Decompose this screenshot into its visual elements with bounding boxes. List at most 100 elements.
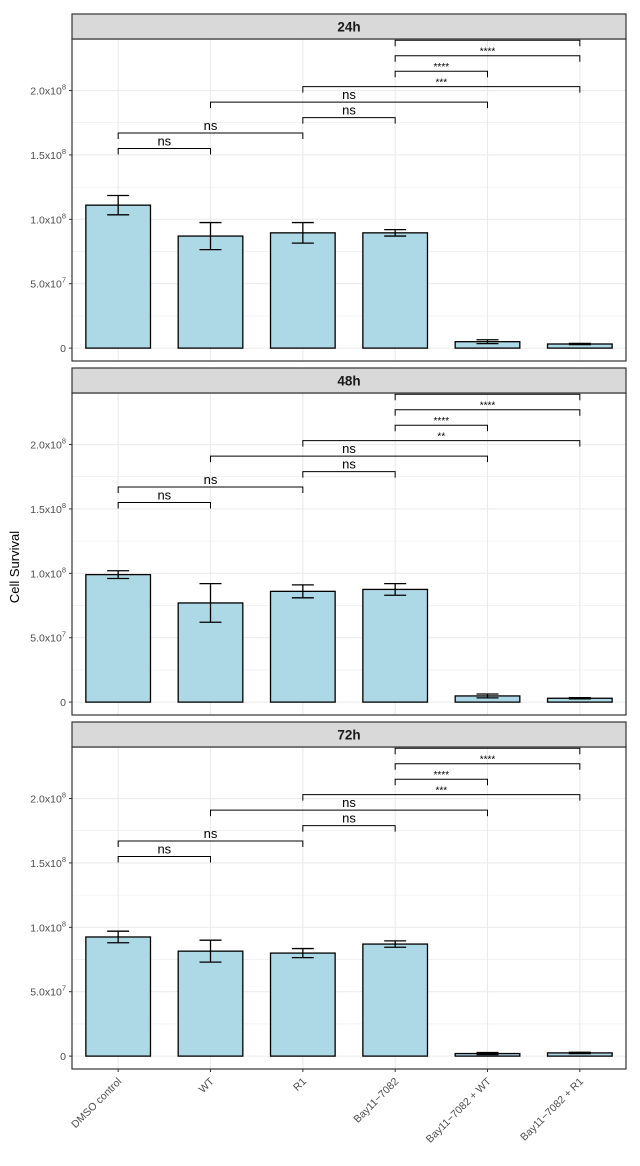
- significance-bracket: ns: [117, 133, 211, 155]
- bar-Bay11−7082: [362, 588, 429, 703]
- significance-label: ***: [435, 786, 447, 797]
- bar-WT: [177, 950, 244, 1057]
- x-tick-label: DMSO control: [69, 1076, 124, 1131]
- bar-DMSO control: [85, 573, 152, 703]
- significance-bracket: ****: [394, 401, 581, 416]
- y-tick-label: 2.0x108: [30, 83, 66, 98]
- significance-label: ns: [342, 457, 356, 472]
- bracket-line: [302, 794, 581, 801]
- bracket-line: [210, 809, 488, 817]
- facet-panel-48h: 05.0x1071.0x1081.5x1082.0x108nsnsnsns***…: [30, 367, 627, 716]
- significance-bracket: ****: [394, 62, 488, 78]
- bracket-line: [302, 471, 396, 478]
- significance-bracket: ns: [117, 472, 304, 494]
- y-tick-label: 5.0x107: [30, 630, 66, 645]
- y-tick-label: 1.0x108: [30, 211, 66, 226]
- x-tick-label: R1: [291, 1076, 309, 1094]
- plot-background: [72, 393, 626, 715]
- significance-label: ns: [204, 472, 218, 487]
- error-bar-Bay11−7082: [384, 582, 407, 596]
- bar-DMSO control: [85, 204, 152, 349]
- error-bar-Bay11−7082 + R1: [568, 1051, 591, 1055]
- significance-bracket: ***: [302, 786, 581, 801]
- significance-label: ***: [435, 78, 447, 89]
- significance-label: ns: [204, 826, 218, 841]
- bar-WT: [177, 235, 244, 349]
- bracket-line: [394, 393, 581, 401]
- x-tick-label: Bay11−7082 + WT: [424, 1075, 494, 1145]
- error-bar-Bay11−7082 + WT: [476, 693, 499, 699]
- facet-strip-label: 72h: [337, 728, 360, 743]
- facet-strip-label: 48h: [337, 374, 360, 389]
- significance-bracket: ns: [117, 487, 211, 509]
- error-bar-Bay11−7082: [384, 940, 407, 948]
- bracket-line: [394, 763, 581, 770]
- significance-bracket: ****: [394, 770, 488, 786]
- bracket-line: [302, 117, 396, 124]
- significance-bracket: ****: [394, 416, 488, 432]
- significance-label: ns: [204, 118, 218, 133]
- error-bar-WT: [199, 582, 222, 623]
- significance-bracket: ns: [117, 826, 304, 848]
- significance-label: ns: [342, 103, 356, 118]
- error-bar-Bay11−7082 + WT: [476, 1051, 499, 1056]
- significance-label: ****: [480, 755, 496, 766]
- error-bar-DMSO control: [107, 930, 130, 944]
- error-bar-R1: [291, 947, 314, 959]
- facet-panel-24h: 05.0x1071.0x1081.5x1082.0x108nsnsnsns***…: [30, 13, 627, 362]
- significance-label: ns: [157, 841, 171, 856]
- significance-label: ns: [342, 441, 356, 456]
- x-tick-label: Bay11−7082 + R1: [518, 1076, 586, 1144]
- x-tick-label: WT: [197, 1075, 217, 1095]
- significance-bracket: ****: [394, 47, 581, 62]
- y-tick-label: 1.5x108: [30, 501, 66, 516]
- significance-label: ****: [434, 770, 450, 781]
- significance-bracket: ns: [302, 103, 396, 124]
- significance-label: **: [437, 432, 445, 443]
- facet-strip: [71, 13, 627, 40]
- error-bar-Bay11−7082 + WT: [476, 339, 499, 345]
- facet-strip-label: 24h: [337, 20, 360, 35]
- y-tick-label: 0: [60, 343, 66, 355]
- significance-bracket: ns: [117, 841, 211, 863]
- bracket-line: [302, 440, 581, 447]
- significance-bracket: ****: [394, 755, 581, 770]
- bracket-line: [117, 855, 211, 863]
- significance-label: ns: [342, 795, 356, 810]
- significance-bracket: ns: [302, 457, 396, 478]
- y-tick-label: 2.0x108: [30, 791, 66, 806]
- significance-bracket: ns: [302, 811, 396, 832]
- bracket-line: [117, 840, 304, 848]
- y-tick-label: 0: [60, 697, 66, 709]
- plot-background: [72, 39, 626, 361]
- bracket-line: [117, 486, 304, 494]
- bar-DMSO control: [85, 936, 152, 1057]
- significance-label: ns: [342, 811, 356, 826]
- bracket-line: [394, 55, 581, 62]
- error-bar-R1: [291, 584, 314, 599]
- bracket-line: [117, 147, 211, 155]
- significance-label: ns: [157, 133, 171, 148]
- error-bar-Bay11−7082 + R1: [568, 696, 591, 700]
- facet-strip: [71, 721, 627, 748]
- significance-label: ns: [342, 87, 356, 102]
- bracket-line: [394, 39, 581, 47]
- bracket-line: [117, 132, 304, 140]
- significance-bracket: ns: [117, 118, 304, 140]
- significance-label: ****: [480, 401, 496, 412]
- significance-bracket: ns: [210, 795, 488, 817]
- bracket-line: [210, 101, 488, 109]
- significance-bracket: ns: [210, 87, 488, 109]
- significance-label: ****: [434, 62, 450, 73]
- bracket-line: [210, 455, 488, 463]
- bar-Bay11−7082: [362, 232, 429, 349]
- bracket-line: [302, 86, 581, 93]
- bar-R1: [269, 232, 336, 349]
- significance-label: ns: [157, 487, 171, 502]
- y-tick-label: 5.0x107: [30, 276, 66, 291]
- bracket-line: [302, 825, 396, 832]
- error-bar-WT: [199, 221, 222, 251]
- x-tick-label: Bay11−7082: [351, 1076, 401, 1126]
